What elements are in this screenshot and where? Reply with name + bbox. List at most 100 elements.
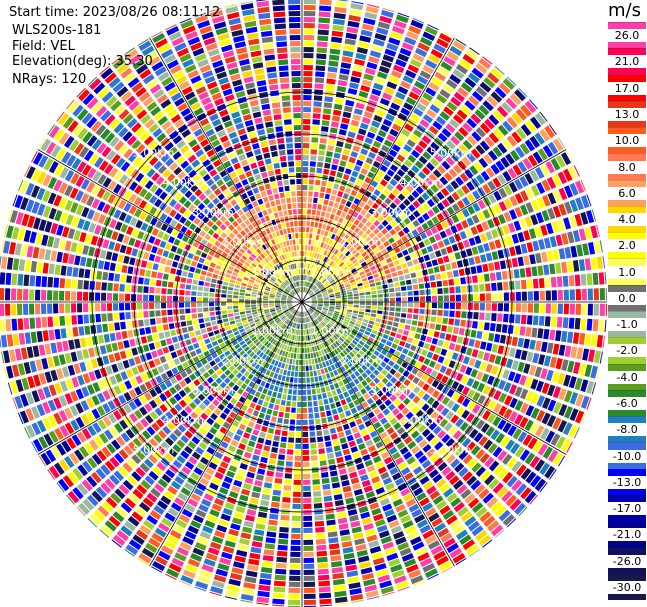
- velocity-bin: [312, 286, 317, 291]
- velocity-bin: [370, 416, 379, 424]
- velocity-bin: [375, 77, 386, 85]
- velocity-bin: [388, 283, 394, 288]
- velocity-bin: [244, 399, 251, 406]
- velocity-bin: [202, 472, 212, 481]
- velocity-bin: [316, 325, 320, 331]
- velocity-bin: [302, 143, 310, 149]
- velocity-bin: [552, 417, 562, 430]
- velocity-bin: [422, 502, 434, 512]
- velocity-bin: [111, 342, 119, 352]
- velocity-bin: [479, 233, 488, 243]
- velocity-bin: [566, 151, 573, 163]
- velocity-bin: [316, 388, 321, 394]
- velocity-bin: [149, 438, 159, 448]
- velocity-bin: [318, 198, 324, 205]
- velocity-bin: [276, 550, 288, 557]
- velocity-bin: [485, 426, 495, 437]
- velocity-bin: [383, 456, 393, 465]
- velocity-bin: [239, 494, 249, 502]
- velocity-bin: [368, 336, 374, 343]
- velocity-bin: [174, 322, 181, 328]
- velocity-bin: [365, 376, 372, 384]
- velocity-bin: [145, 542, 158, 554]
- velocity-bin: [323, 306, 329, 309]
- velocity-bin: [376, 346, 383, 353]
- velocity-bin: [383, 298, 389, 302]
- velocity-bin: [67, 365, 76, 376]
- velocity-bin: [95, 303, 101, 312]
- velocity-bin: [315, 234, 320, 241]
- velocity-bin: [319, 276, 324, 282]
- velocity-bin: [482, 331, 489, 341]
- velocity-bin: [310, 149, 318, 155]
- velocity-bin: [262, 320, 268, 325]
- velocity-bin: [259, 314, 265, 318]
- velocity-bin: [307, 353, 311, 359]
- velocity-bin: [194, 586, 207, 592]
- velocity-bin: [503, 313, 509, 323]
- velocity-bin: [103, 377, 112, 388]
- velocity-bin: [495, 432, 505, 444]
- velocity-bin: [303, 269, 306, 275]
- velocity-bin: [345, 338, 351, 344]
- velocity-bin: [281, 344, 286, 350]
- velocity-bin: [311, 303, 317, 305]
- velocity-bin: [341, 443, 349, 450]
- velocity-bin: [425, 309, 431, 315]
- velocity-bin: [351, 1, 364, 5]
- velocity-bin: [286, 370, 291, 376]
- velocity-bin: [308, 179, 315, 185]
- velocity-bin: [313, 95, 323, 101]
- velocity-bin: [111, 539, 122, 548]
- velocity-bin: [318, 11, 331, 18]
- velocity-bin: [502, 514, 515, 526]
- velocity-bin: [284, 363, 289, 370]
- velocity-bin: [500, 156, 510, 168]
- velocity-bin: [362, 142, 371, 150]
- velocity-bin: [363, 578, 376, 587]
- velocity-bin: [242, 334, 249, 340]
- velocity-bin: [578, 363, 587, 376]
- velocity-bin: [341, 295, 347, 298]
- velocity-bin: [377, 103, 388, 112]
- velocity-bin: [475, 144, 486, 155]
- velocity-bin: [365, 228, 372, 236]
- velocity-bin: [487, 180, 497, 191]
- velocity-bin: [307, 335, 310, 341]
- velocity-bin: [80, 178, 90, 190]
- velocity-bin: [70, 419, 80, 432]
- velocity-bin: [118, 199, 127, 210]
- velocity-bin: [343, 491, 353, 499]
- velocity-bin: [295, 359, 299, 365]
- velocity-bin: [473, 161, 484, 172]
- velocity-bin: [584, 364, 593, 378]
- velocity-bin: [257, 295, 263, 298]
- velocity-bin: [308, 419, 315, 425]
- velocity-bin: [239, 271, 245, 276]
- velocity-bin: [350, 446, 359, 453]
- velocity-bin: [505, 358, 514, 369]
- velocity-bin: [232, 368, 239, 376]
- velocity-bin: [401, 467, 411, 476]
- velocity-bin: [303, 473, 311, 479]
- velocity-bin: [337, 80, 348, 87]
- velocity-bin: [418, 315, 425, 321]
- velocity-bin: [430, 370, 438, 378]
- velocity-bin: [462, 196, 471, 206]
- velocity-bin: [302, 197, 307, 203]
- velocity-bin: [230, 439, 239, 447]
- velocity-bin: [328, 352, 334, 358]
- velocity-bin: [92, 422, 102, 434]
- velocity-bin: [286, 319, 290, 325]
- velocity-bin: [29, 360, 37, 373]
- velocity-bin: [79, 232, 87, 243]
- velocity-bin: [23, 289, 29, 301]
- velocity-bin: [572, 361, 581, 375]
- velocity-bin: [0, 336, 2, 348]
- velocity-bin: [183, 395, 192, 404]
- velocity-bin: [359, 305, 365, 309]
- velocity-bin: [311, 296, 317, 299]
- velocity-bin: [502, 120, 514, 133]
- velocity-bin: [121, 330, 128, 339]
- velocity-bin: [302, 239, 305, 245]
